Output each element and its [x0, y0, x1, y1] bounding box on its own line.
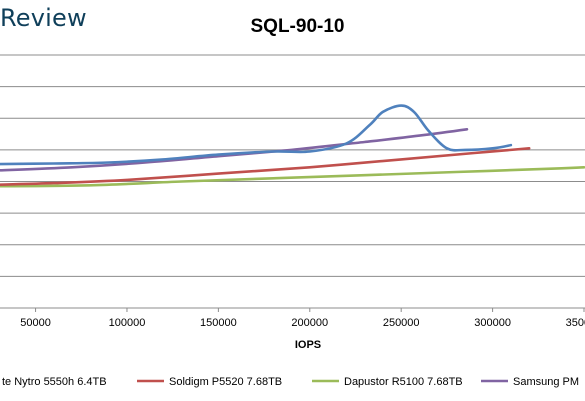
x-tick-labels: 50000 100000 150000 200000 250000 300000 35000… — [20, 308, 585, 329]
legend-label: Soldigm P5520 7.68TB — [169, 376, 282, 388]
series-line-soldigm-p5520-7-68tb — [0, 147, 531, 186]
x-axis-label: IOPS — [295, 339, 321, 351]
legend-label: te Nytro 5550h 6.4TB — [2, 376, 107, 388]
legend: te Nytro 5550h 6.4TB Soldigm P5520 7.68TB… — [2, 376, 579, 388]
x-tick-label: 150000 — [200, 317, 237, 329]
legend-label: Dapustor R5100 7.68TB — [344, 376, 463, 388]
x-tick-label: 200000 — [291, 317, 328, 329]
x-tick-label: 50000 — [20, 317, 51, 329]
x-tick-label: 250000 — [383, 317, 420, 329]
legend-label: Samsung PM — [513, 376, 579, 388]
chart-title-text: SQL-90-10 — [250, 16, 345, 37]
x-tick-label: 350000 — [566, 317, 585, 329]
x-tick-label: 100000 — [109, 317, 146, 329]
series-lines — [0, 104, 585, 188]
series-line-te-nytro-5550h-6-4tb — [0, 104, 513, 166]
x-tick-label: 300000 — [474, 317, 511, 329]
series-line-dapustor-r5100-7-68tb — [0, 166, 585, 188]
gridlines — [0, 54, 585, 309]
brand-logo-text: Review — [0, 4, 87, 32]
chart-title: SQL-90-10 — [0, 16, 585, 38]
